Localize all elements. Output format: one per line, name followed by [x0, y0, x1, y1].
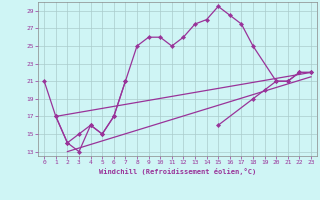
X-axis label: Windchill (Refroidissement éolien,°C): Windchill (Refroidissement éolien,°C) [99, 168, 256, 175]
